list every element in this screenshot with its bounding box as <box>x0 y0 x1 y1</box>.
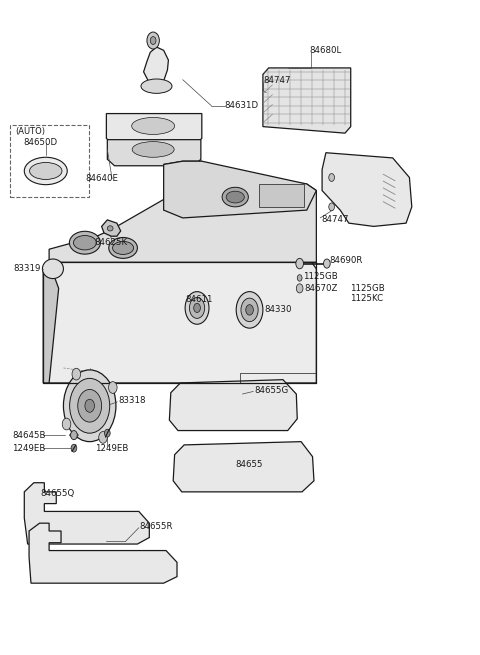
Ellipse shape <box>70 433 78 437</box>
Ellipse shape <box>108 226 113 231</box>
Polygon shape <box>43 262 316 383</box>
Circle shape <box>85 400 95 412</box>
Circle shape <box>236 291 263 328</box>
Polygon shape <box>24 483 149 544</box>
Text: 84655R: 84655R <box>140 522 173 531</box>
Text: 84650D: 84650D <box>24 138 58 147</box>
Circle shape <box>62 418 71 430</box>
Ellipse shape <box>226 191 244 203</box>
Circle shape <box>246 305 253 315</box>
Polygon shape <box>164 161 316 218</box>
Circle shape <box>324 259 330 268</box>
Text: 84690R: 84690R <box>330 257 363 265</box>
Text: 1125KC: 1125KC <box>350 294 383 303</box>
Circle shape <box>147 32 159 49</box>
Polygon shape <box>263 68 351 133</box>
Text: 1125GB: 1125GB <box>350 284 384 293</box>
Circle shape <box>241 298 258 322</box>
Circle shape <box>71 444 77 452</box>
Circle shape <box>71 430 77 440</box>
Text: 84640E: 84640E <box>85 174 118 183</box>
Text: 84611: 84611 <box>185 295 213 304</box>
Text: 84625K: 84625K <box>95 238 128 247</box>
Ellipse shape <box>42 259 63 278</box>
Circle shape <box>194 303 200 312</box>
Bar <box>259 184 304 207</box>
Circle shape <box>105 429 110 437</box>
Text: 84747: 84747 <box>321 215 348 225</box>
Polygon shape <box>169 380 297 430</box>
Polygon shape <box>102 220 120 236</box>
Circle shape <box>108 382 117 394</box>
Polygon shape <box>144 47 168 86</box>
Circle shape <box>99 432 108 443</box>
Circle shape <box>78 390 102 422</box>
Text: 83319: 83319 <box>13 265 41 273</box>
Text: 84330: 84330 <box>265 305 292 314</box>
Circle shape <box>297 274 302 281</box>
Text: 1125GB: 1125GB <box>303 272 338 281</box>
Text: 84680L: 84680L <box>309 46 341 55</box>
Ellipse shape <box>113 242 133 254</box>
Text: 84670Z: 84670Z <box>304 284 338 293</box>
Polygon shape <box>49 161 316 262</box>
Circle shape <box>329 203 335 211</box>
Circle shape <box>190 297 204 318</box>
Text: 84631D: 84631D <box>225 102 259 110</box>
Polygon shape <box>173 441 314 492</box>
Circle shape <box>150 37 156 45</box>
Text: 84655G: 84655G <box>254 386 288 395</box>
Ellipse shape <box>24 157 67 185</box>
Polygon shape <box>43 262 59 383</box>
Circle shape <box>185 291 209 324</box>
Ellipse shape <box>132 117 175 134</box>
Text: 84747: 84747 <box>263 77 290 85</box>
Polygon shape <box>322 153 412 227</box>
Ellipse shape <box>70 231 100 254</box>
Text: 1249EB: 1249EB <box>96 443 129 453</box>
Text: (AUTO): (AUTO) <box>16 127 46 136</box>
Ellipse shape <box>141 79 172 94</box>
Text: 84655: 84655 <box>235 460 263 469</box>
Circle shape <box>72 368 81 380</box>
Ellipse shape <box>132 141 174 157</box>
Circle shape <box>63 370 116 441</box>
Circle shape <box>329 174 335 181</box>
Text: 84645B: 84645B <box>12 430 46 440</box>
Text: 83318: 83318 <box>118 396 146 405</box>
Polygon shape <box>29 523 177 583</box>
Text: 84655Q: 84655Q <box>40 489 75 498</box>
Ellipse shape <box>109 238 137 258</box>
Circle shape <box>70 379 110 433</box>
Ellipse shape <box>30 162 62 179</box>
Ellipse shape <box>73 236 96 250</box>
Circle shape <box>296 284 303 293</box>
Circle shape <box>296 258 303 269</box>
Polygon shape <box>107 113 202 145</box>
Polygon shape <box>108 140 201 166</box>
Text: 1249EB: 1249EB <box>12 443 45 453</box>
Ellipse shape <box>222 187 248 207</box>
